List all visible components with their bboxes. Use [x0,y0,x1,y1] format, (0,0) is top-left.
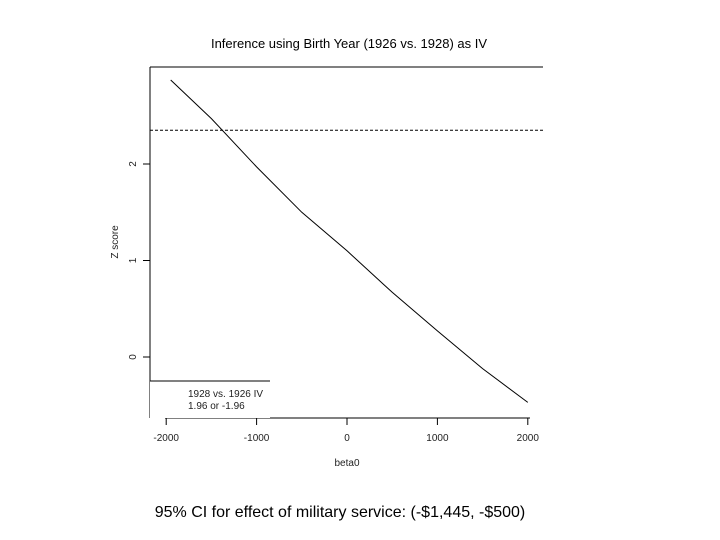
legend-entry-critical: 1.96 or -1.96 [188,401,245,412]
y-tick-label: 2 [128,161,139,167]
y-tick-label: 0 [128,354,139,360]
x-tick-label: 1000 [426,433,449,444]
y-ticks: 0 1 2 [128,161,150,360]
x-ticks: -2000 -1000 0 1000 2000 [153,418,539,444]
x-tick-label: 2000 [517,433,540,444]
y-axis-label: Z score [110,225,121,259]
series-layer [150,79,543,403]
chart-title: Inference using Birth Year (1926 vs. 192… [211,36,487,51]
z-score-line [170,79,529,403]
legend: 1928 vs. 1926 IV 1.96 or -1.96 [150,380,270,418]
y-tick-label: 1 [128,257,139,263]
legend-entry-iv: 1928 vs. 1926 IV [188,389,263,400]
x-axis-label: beta0 [334,458,359,469]
x-tick-label: -2000 [153,433,179,444]
x-tick-label: -1000 [244,433,270,444]
x-tick-label: 0 [344,433,350,444]
legend-box [150,381,270,418]
ci-caption: 95% CI for effect of military service: (… [154,504,526,521]
